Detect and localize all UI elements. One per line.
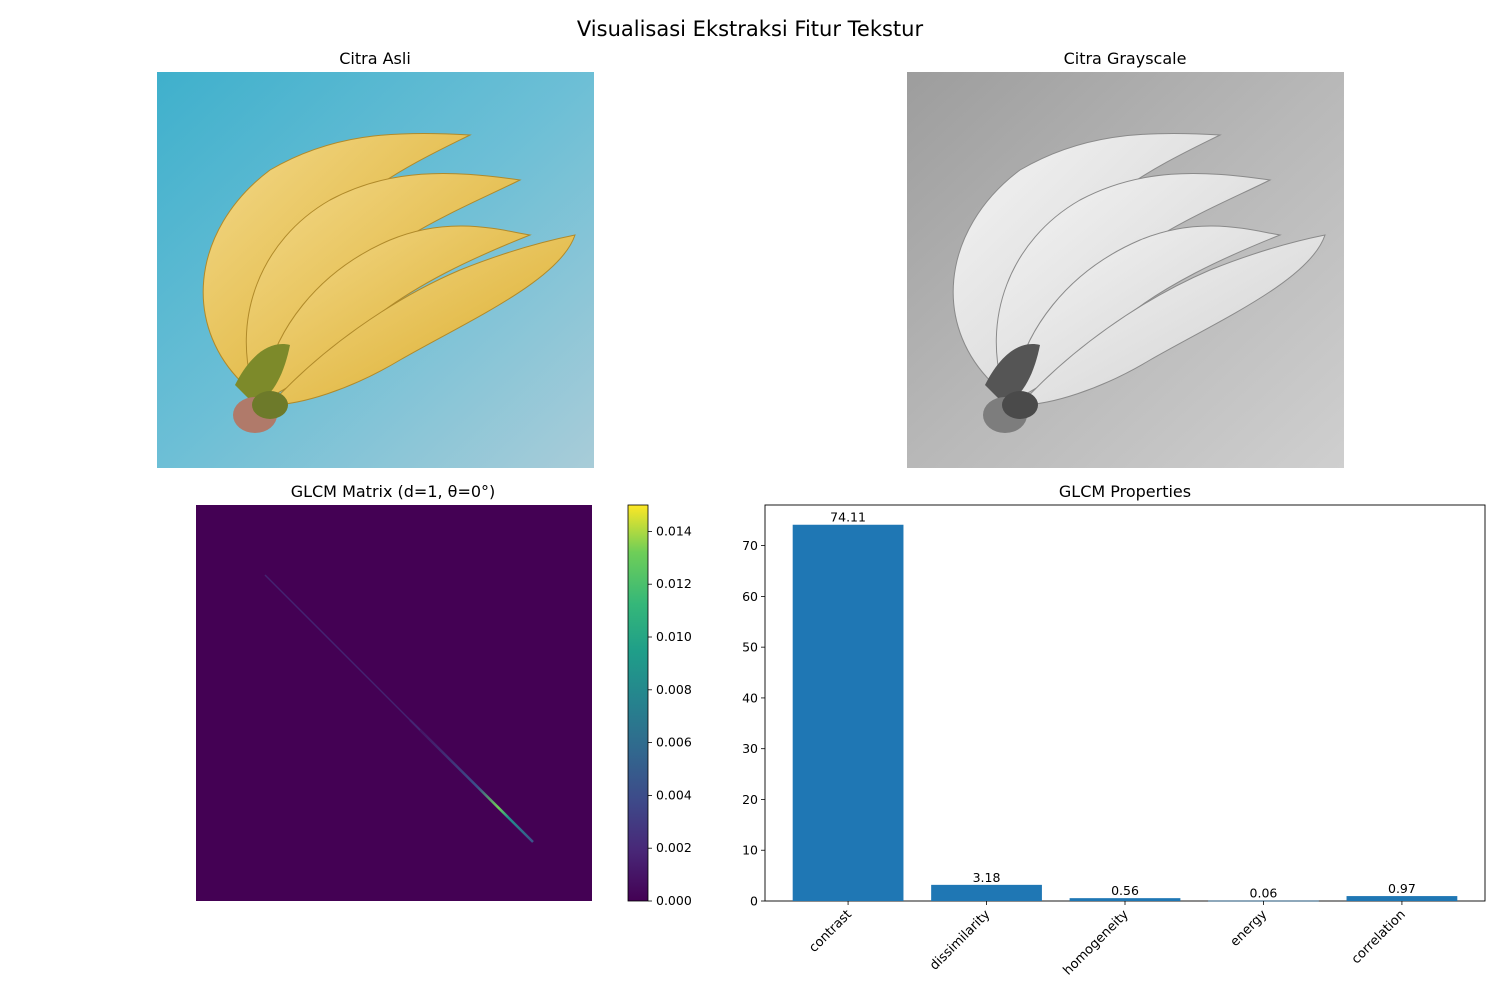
x-tick-label: dissimilarity [927,907,993,973]
grayscale-image [907,72,1344,468]
bar-value-label: 0.56 [1111,883,1139,898]
y-tick-label: 50 [742,640,758,655]
colorbar-gradient [627,504,649,902]
colorbar-tick-label: 0.006 [656,735,692,750]
y-tick-label: 20 [742,792,758,807]
x-tick-label: correlation [1349,907,1409,967]
colorbar-ticks: 0.000 0.002 0.004 0.006 0.008 0.010 0.012 0.014 [648,523,692,908]
colorbar-tick-label: 0.014 [656,523,692,538]
bar-contrast [792,524,904,901]
heatmap-diagonal-faint [264,574,421,731]
x-tick-label: homogeneity [1061,907,1132,978]
colorbar: 0.000 0.002 0.004 0.006 0.008 0.010 0.012 0.014 [627,504,692,908]
props-bar-chart: 0 10 20 30 40 50 60 70 74.11 contrast 3.18 dissimil… [742,504,1486,978]
props-title: GLCM Properties [1059,482,1191,501]
y-tick-label: 40 [742,690,758,705]
bar-correlation [1346,896,1458,901]
y-tick-label: 30 [742,741,758,756]
original-image [157,72,594,468]
y-tick-label: 70 [742,538,758,553]
banana-bunch-gray [952,132,1326,433]
figure-title: Visualisasi Ekstraksi Fitur Tekstur [577,17,924,41]
grayscale-image-title: Citra Grayscale [1064,49,1187,68]
glcm-heatmap [196,505,592,901]
colorbar-tick-label: 0.008 [656,682,692,697]
colorbar-tick-label: 0.012 [656,576,692,591]
colorbar-tick-label: 0.002 [656,840,692,855]
x-tick-label: energy [1228,907,1271,950]
heatmap-diagonal-band [409,719,534,843]
bar-value-label: 3.18 [973,870,1001,885]
bar-value-label: 0.97 [1388,881,1416,896]
bar-value-label: 74.11 [830,510,866,525]
bar-value-label: 0.06 [1250,886,1278,901]
glcm-title: GLCM Matrix (d=1, θ=0°) [291,482,496,501]
colorbar-tick-label: 0.000 [656,893,692,908]
x-tick-label: contrast [806,907,855,956]
bar-energy [1208,900,1319,902]
banana-bunch-color [202,132,576,433]
y-tick-label: 60 [742,589,758,604]
colorbar-tick-label: 0.004 [656,787,692,802]
bar-homogeneity [1069,898,1181,901]
colorbar-tick-label: 0.010 [656,629,692,644]
y-tick-label: 0 [750,894,758,909]
y-tick-label: 10 [742,843,758,858]
bar-dissimilarity [931,884,1042,901]
original-image-title: Citra Asli [339,49,411,68]
